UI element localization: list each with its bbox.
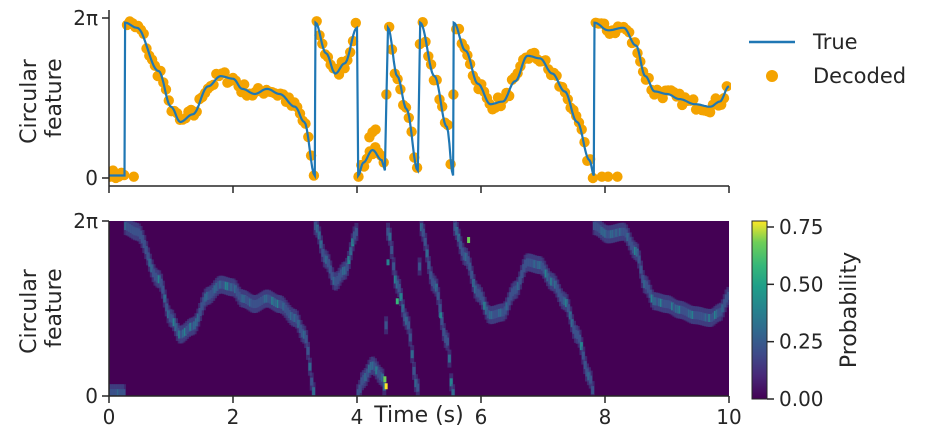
heatmap-cell xyxy=(408,333,412,342)
heatmap-cell xyxy=(390,246,394,254)
heatmap-cell xyxy=(395,298,399,305)
heatmap-cell xyxy=(418,262,422,271)
heatmap-cell xyxy=(354,227,358,236)
decoded-point xyxy=(311,16,322,27)
heatmap-cell xyxy=(425,249,429,258)
colorbar-tick-label: 0.25 xyxy=(779,330,824,354)
heatmap-cell xyxy=(410,350,414,359)
decoded-point xyxy=(540,55,551,66)
heatmap-cell xyxy=(312,387,316,396)
top-plot-area xyxy=(109,16,731,184)
heatmap-cell xyxy=(467,237,471,244)
decoded-point xyxy=(370,124,381,135)
true-series-line xyxy=(109,20,730,180)
bottom-x-tick-label: 10 xyxy=(716,405,741,429)
colorbar-tick-label: 0.75 xyxy=(779,215,824,239)
decoded-point xyxy=(219,67,230,78)
heatmap-cell xyxy=(581,351,585,360)
decoded-point xyxy=(128,171,139,182)
heatmap-cell xyxy=(384,321,388,330)
heatmap-cell xyxy=(382,382,386,391)
heatmap-cell xyxy=(306,346,310,355)
heatmap-cell xyxy=(579,342,583,351)
top-y-tick-label: 0 xyxy=(85,166,98,190)
heatmap-cell xyxy=(383,376,387,383)
decoded-point xyxy=(688,94,699,105)
heatmap-cell xyxy=(421,228,425,237)
heatmap-cell xyxy=(392,262,396,271)
bottom-panel: 0 2 4 6 8 10 0 2π Circular feature Time (s) 0.… xyxy=(17,209,862,429)
heatmap-cell xyxy=(386,259,390,266)
heatmap-cell xyxy=(388,232,392,241)
heatmap-cell xyxy=(447,354,451,363)
heatmap-cell xyxy=(439,312,443,319)
decoded-point xyxy=(239,79,250,90)
heatmap-cell xyxy=(591,386,595,395)
colorbar: 0.00 0.25 0.50 0.75 Probability xyxy=(751,215,862,411)
heatmap-cell xyxy=(423,237,427,246)
top-y-axis-label: Circular feature xyxy=(17,52,67,144)
heatmap-cell xyxy=(397,284,401,292)
x-axis-label: Time (s) xyxy=(373,403,463,428)
heatmap-background xyxy=(109,221,729,396)
heatmap-cell xyxy=(310,377,314,386)
top-y-ticks: 0 2π xyxy=(73,6,109,190)
legend-decoded-label: Decoded xyxy=(813,64,906,88)
legend-decoded-swatch xyxy=(766,70,778,82)
decoded-point xyxy=(612,171,623,182)
bottom-y-tick-label: 0 xyxy=(85,384,98,408)
colorbar-gradient xyxy=(751,220,768,400)
colorbar-ticks: 0.00 0.25 0.50 0.75 xyxy=(767,215,824,411)
decoded-point xyxy=(350,17,361,29)
heatmap-cell xyxy=(446,337,449,346)
bottom-y-ticks: 0 2π xyxy=(73,209,109,408)
heatmap-cell xyxy=(438,304,442,313)
decoded-point xyxy=(602,171,614,182)
bottom-x-tick-label: 0 xyxy=(103,405,116,429)
legend: True Decoded xyxy=(749,30,906,88)
heatmap-cell xyxy=(637,255,641,264)
bottom-x-tick-label: 2 xyxy=(227,405,240,429)
legend-true-label: True xyxy=(812,30,858,54)
heatmap-cell xyxy=(451,389,455,396)
heatmap-cell xyxy=(589,375,593,384)
heatmap-cell xyxy=(726,291,729,300)
heatmap-cell xyxy=(412,366,416,375)
heatmap-cell xyxy=(427,261,431,270)
decoded-point xyxy=(721,81,731,92)
bottom-y-axis-label: Circular feature xyxy=(17,262,67,354)
colorbar-tick-label: 0.00 xyxy=(779,387,824,411)
heatmap-cell xyxy=(407,321,410,330)
heatmap-plot-area xyxy=(109,221,729,396)
heatmap-cell xyxy=(449,378,453,387)
heatmap-cell xyxy=(122,389,126,396)
heatmap-probability-band xyxy=(109,221,729,396)
bottom-x-tick-label: 4 xyxy=(351,405,364,429)
top-x-ticks xyxy=(108,186,730,193)
heatmap-cell xyxy=(384,383,388,390)
heatmap-cell xyxy=(416,383,420,392)
heatmap-cell xyxy=(440,317,444,326)
colorbar-label: Probability xyxy=(837,252,862,368)
decoded-point xyxy=(208,79,219,91)
heatmap-cell xyxy=(308,362,312,371)
top-panel: 0 2π Circular feature True Decoded xyxy=(17,6,906,193)
bottom-x-tick-label: 6 xyxy=(475,405,488,429)
decoded-point xyxy=(587,172,599,184)
top-y-tick-label: 2π xyxy=(73,6,98,30)
heatmap-cell xyxy=(399,293,403,302)
decoded-point xyxy=(155,65,166,77)
heatmap-cell xyxy=(436,292,440,301)
bottom-x-ticks: 0 2 4 6 8 10 xyxy=(103,396,742,429)
bottom-x-tick-label: 8 xyxy=(599,405,612,429)
decoded-point xyxy=(384,21,395,33)
heatmap-cell xyxy=(304,335,308,344)
bottom-y-tick-label: 2π xyxy=(73,209,98,233)
heatmap-cell xyxy=(639,265,643,274)
colorbar-tick-label: 0.50 xyxy=(779,272,824,296)
